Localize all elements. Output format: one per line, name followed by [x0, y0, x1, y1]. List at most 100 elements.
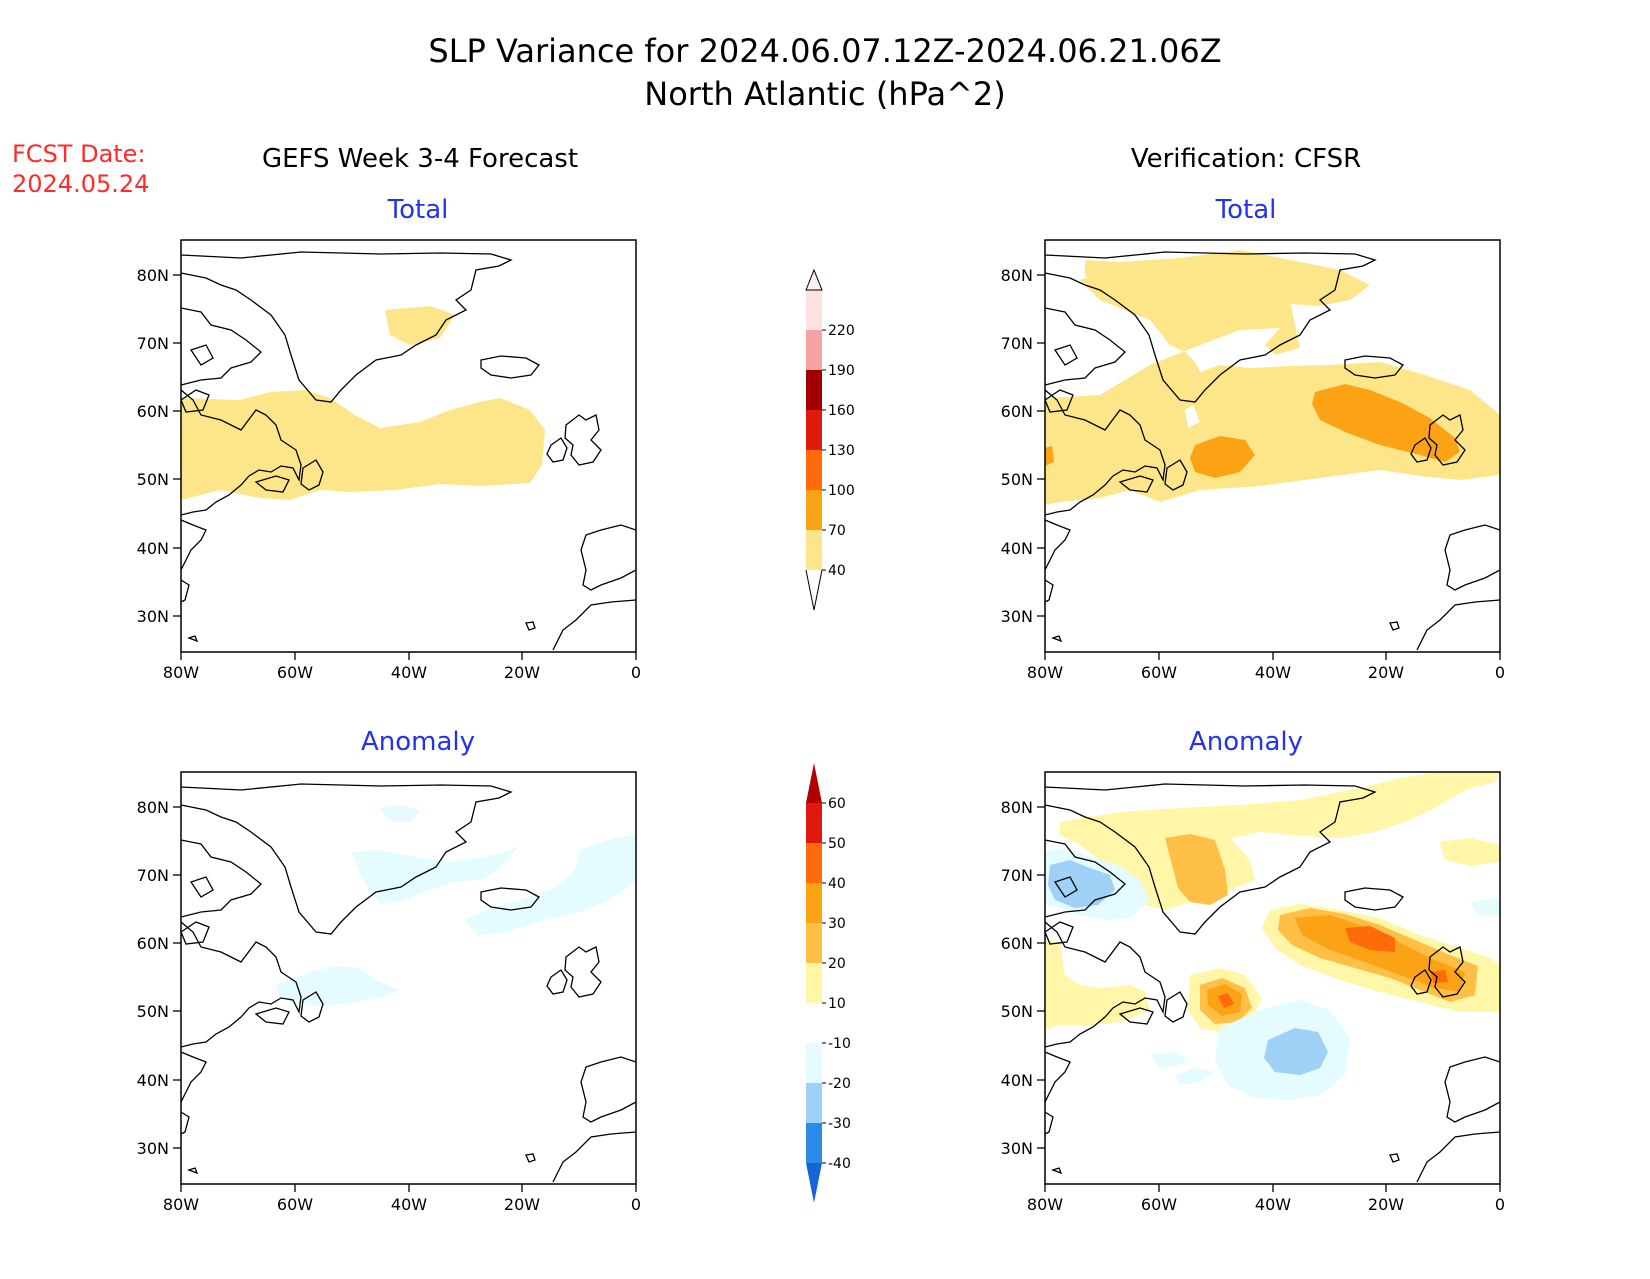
lat-tick-label: 60N — [137, 402, 169, 421]
lat-tick-label: 40N — [1001, 1071, 1033, 1090]
lon-tick-label: 60W — [1141, 1195, 1177, 1214]
lon-tick-label: 20W — [504, 663, 540, 682]
colorbar-total-bottom-wedge — [805, 569, 823, 611]
panel-title-anomaly-verification: Anomaly — [1189, 727, 1303, 757]
lon-tick-label: 80W — [163, 663, 199, 682]
lat-tick-label: 70N — [137, 866, 169, 885]
colorbar-anomaly-cell — [806, 803, 822, 843]
lon-tick-label: 0 — [631, 1195, 641, 1214]
lat-tick-label: 60N — [1001, 934, 1033, 953]
map-panel-verification-total — [1044, 239, 1501, 653]
lon-tick-label: 40W — [1255, 1195, 1291, 1214]
lat-tick-label: 50N — [137, 1002, 169, 1021]
lon-tick-label: 0 — [631, 663, 641, 682]
lat-tick-label: 40N — [137, 1071, 169, 1090]
lat-tick-label: 40N — [137, 539, 169, 558]
colorbar-total-label: 190 — [828, 363, 855, 379]
lat-tick-label: 80N — [137, 798, 169, 817]
lat-tick-label: 40N — [1001, 539, 1033, 558]
lat-tick-label: 70N — [1001, 866, 1033, 885]
lat-tick-label: 30N — [1001, 1139, 1033, 1158]
colorbar-anomaly-label: -30 — [828, 1116, 851, 1132]
colorbar-anomaly-cell — [806, 843, 822, 883]
lon-tick-label: 40W — [1255, 663, 1291, 682]
panel-title-total-verification: Total — [1215, 195, 1277, 225]
lat-tick-label: 80N — [137, 266, 169, 285]
colorbar-anomaly-label: 60 — [828, 796, 846, 812]
lat-tick-label: 70N — [137, 334, 169, 353]
fcst-date-label: FCST Date: — [12, 140, 146, 168]
colorbar-total-label: 40 — [828, 563, 846, 579]
colorbar-total-label: 100 — [828, 483, 855, 499]
colorbar-anomaly-label: 50 — [828, 836, 846, 852]
lon-tick-label: 0 — [1495, 663, 1505, 682]
colorbar-total-cell — [806, 370, 822, 410]
panel-title-anomaly-forecast: Anomaly — [361, 727, 475, 757]
lat-tick-label: 80N — [1001, 798, 1033, 817]
colorbar-anomaly-cell — [806, 883, 822, 923]
figure-subtitle: North Atlantic (hPa^2) — [644, 75, 1005, 113]
lat-tick-label: 30N — [137, 607, 169, 626]
lon-tick-label: 0 — [1495, 1195, 1505, 1214]
lon-tick-label: 20W — [1368, 663, 1404, 682]
colorbar-anomaly-cell — [806, 1043, 822, 1083]
colorbar-anomaly-top-wedge — [806, 763, 822, 803]
lat-tick-label: 30N — [1001, 607, 1033, 626]
colorbar-total-label: 70 — [828, 523, 846, 539]
map-panel-verification-anomaly — [1044, 771, 1501, 1185]
lon-tick-label: 60W — [277, 1195, 313, 1214]
colorbar-anomaly-label: 30 — [828, 916, 846, 932]
colorbar-anomaly-bottom-wedge — [806, 1163, 822, 1203]
lon-tick-label: 80W — [1027, 663, 1063, 682]
lat-tick-label: 80N — [1001, 266, 1033, 285]
colorbar-total-cell — [806, 410, 822, 450]
right-column-title: Verification: CFSR — [1131, 144, 1361, 174]
figure-title: SLP Variance for 2024.06.07.12Z-2024.06.… — [428, 32, 1221, 70]
colorbar-total-cell — [806, 290, 822, 330]
axis-ticks: 80N 70N 60N 50N 40N 30N 80W 60W 40W 20W 0 80N 70N 60N… — [137, 266, 1505, 1214]
colorbar-anomaly-cell — [806, 1123, 822, 1163]
colorbar-anomaly-cell — [806, 963, 822, 1003]
colorbar-total-label: 130 — [828, 443, 855, 459]
lon-tick-label: 80W — [163, 1195, 199, 1214]
map-panel-forecast-total — [180, 239, 637, 653]
panel-title-total-forecast: Total — [387, 195, 449, 225]
colorbar-anomaly-label: -20 — [828, 1076, 851, 1092]
colorbar-total-label: 160 — [828, 403, 855, 419]
lat-tick-label: 50N — [1001, 470, 1033, 489]
fcst-date-value: 2024.05.24 — [12, 170, 149, 198]
lon-tick-label: 80W — [1027, 1195, 1063, 1214]
colorbar-anomaly-cell — [806, 1083, 822, 1123]
lon-tick-label: 60W — [1141, 663, 1177, 682]
shading-forecast-anomaly — [276, 805, 636, 1006]
colorbar-anomaly-label: 10 — [828, 996, 846, 1012]
colorbar-anomaly-cell — [806, 1003, 822, 1043]
lat-tick-label: 60N — [1001, 402, 1033, 421]
lon-tick-label: 20W — [1368, 1195, 1404, 1214]
colorbar-total-cell — [806, 450, 822, 490]
shading-verification-total — [1045, 250, 1500, 505]
colorbar-total-cell — [806, 530, 822, 570]
colorbar-total-label: 220 — [828, 323, 855, 339]
colorbar-total-cell — [806, 490, 822, 530]
colorbar-anomaly-label: -10 — [828, 1036, 851, 1052]
map-panel-forecast-anomaly — [180, 771, 637, 1185]
shading-verification-anomaly — [1045, 772, 1500, 1100]
lat-tick-label: 60N — [137, 934, 169, 953]
lon-tick-label: 20W — [504, 1195, 540, 1214]
colorbar-total-top-wedge — [805, 268, 823, 291]
lat-tick-label: 50N — [1001, 1002, 1033, 1021]
lat-tick-label: 30N — [137, 1139, 169, 1158]
lat-tick-label: 50N — [137, 470, 169, 489]
left-column-title: GEFS Week 3-4 Forecast — [262, 144, 578, 174]
colorbar-total-cell — [806, 330, 822, 370]
lat-tick-label: 70N — [1001, 334, 1033, 353]
lon-tick-label: 40W — [391, 1195, 427, 1214]
colorbar-anomaly-label: -40 — [828, 1156, 851, 1172]
lon-tick-label: 40W — [391, 663, 427, 682]
colorbar-anomaly-cell — [806, 923, 822, 963]
shading-forecast-total — [181, 306, 545, 500]
colorbar-total: 40 70 100 130 160 190 220 — [805, 268, 855, 611]
colorbar-anomaly: -40 -30 -20 -10 10 20 30 40 50 60 — [806, 763, 851, 1203]
